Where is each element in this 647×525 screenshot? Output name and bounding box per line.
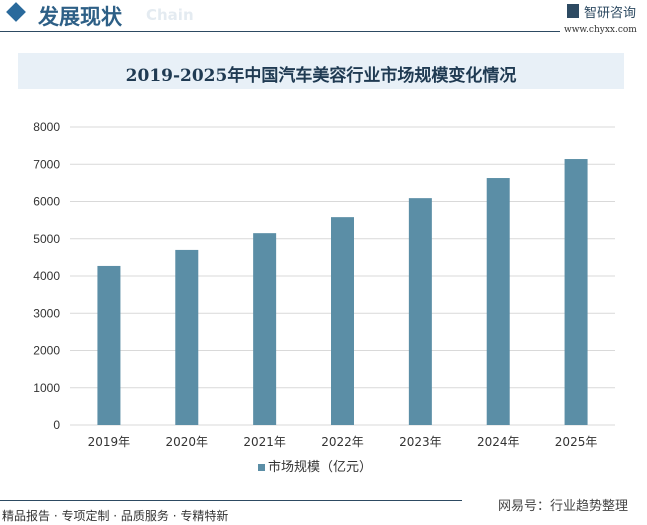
- footer-tagline: 精品报告 · 专项定制 · 品质服务 · 专精特新: [2, 509, 229, 523]
- brand-logo-icon: [567, 4, 579, 18]
- section-title: 发展现状: [38, 4, 122, 29]
- legend-label: 市场规模（亿元）: [268, 460, 373, 475]
- x-tick-label: 2023年: [399, 435, 442, 449]
- header-divider: [0, 31, 560, 32]
- y-tick-label: 4000: [33, 269, 60, 283]
- legend-swatch: [258, 464, 265, 471]
- x-tick-label: 2025年: [555, 435, 598, 449]
- y-tick-label: 6000: [33, 195, 60, 209]
- bar: [486, 178, 510, 425]
- footer-divider: [0, 500, 462, 501]
- brand-url: www.chyxx.com: [564, 25, 637, 35]
- brand-name: 智研咨询: [584, 6, 637, 21]
- bar: [253, 233, 277, 425]
- section-title-en: Chain: [146, 6, 194, 24]
- chart-title: 2019-2025年中国汽车美容行业市场规模变化情况: [125, 66, 517, 86]
- chart-title-band: 2019-2025年中国汽车美容行业市场规模变化情况: [18, 53, 624, 89]
- legend: 市场规模（亿元）: [258, 456, 372, 475]
- y-tick-label: 1000: [33, 381, 60, 395]
- bar: [564, 159, 588, 425]
- bar: [331, 217, 354, 425]
- y-tick-label: 2000: [33, 344, 60, 358]
- x-tick-label: 2020年: [166, 435, 209, 449]
- y-tick-label: 7000: [33, 157, 60, 171]
- bar: [97, 265, 121, 425]
- x-tick-label: 2019年: [88, 435, 131, 449]
- source-note: 网易号：行业趋势整理: [498, 499, 629, 514]
- y-tick-label: 3000: [33, 306, 60, 320]
- bar: [408, 198, 432, 425]
- bar: [175, 249, 199, 425]
- y-tick-label: 0: [53, 418, 60, 432]
- x-tick-label: 2021年: [243, 435, 286, 449]
- x-tick-label: 2022年: [321, 435, 364, 449]
- y-tick-label: 5000: [33, 232, 60, 246]
- x-tick-label: 2024年: [477, 435, 520, 449]
- y-tick-label: 8000: [33, 120, 60, 134]
